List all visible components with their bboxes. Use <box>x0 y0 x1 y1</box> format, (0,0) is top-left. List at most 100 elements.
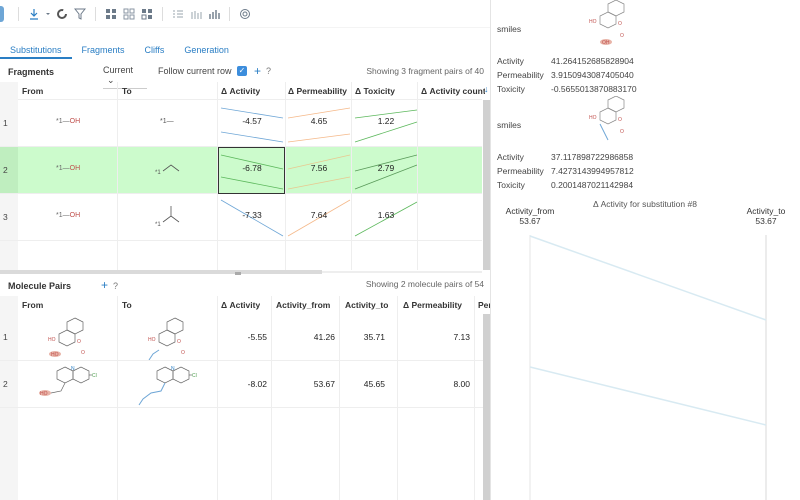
bar-chart-alt-icon[interactable] <box>207 7 221 21</box>
tab-fragments[interactable]: Fragments <box>81 45 125 55</box>
list-icon[interactable] <box>171 7 185 21</box>
molecule-pairs-vertical-scrollbar[interactable] <box>483 314 490 500</box>
toolbar-separator <box>162 6 163 21</box>
fragments-vertical-scrollbar[interactable] <box>483 100 490 270</box>
add-icon[interactable]: + <box>101 278 109 292</box>
fragment-row-selected[interactable]: 2 *1—OH *1 -6.78 7.56 2.79 <box>0 147 482 194</box>
molecule-pair-row[interactable]: 2 N Cl HO N Cl -8.02 53.67 45.65 <box>0 361 490 408</box>
download-icon[interactable] <box>27 7 41 21</box>
col-header-from[interactable]: From <box>22 300 44 310</box>
fragments-horizontal-scrollbar[interactable] <box>0 270 322 274</box>
col-divider <box>417 82 418 270</box>
molecule-pairs-grid-header: From To Δ Activity Activity_from Activit… <box>0 296 490 314</box>
svg-text:*1: *1 <box>155 170 161 176</box>
svg-text:Cl: Cl <box>192 373 197 379</box>
follow-current-row-checkbox[interactable]: ✓ <box>237 66 247 76</box>
svg-text:HO: HO <box>589 19 597 25</box>
activity-from-value: 41.26 <box>313 332 335 342</box>
molecule-from-structure: HO O O HO <box>48 317 85 358</box>
fragment-row[interactable]: 1 *1—OH *1— -4.57 4.65 1.22 <box>0 100 482 147</box>
fragment-row[interactable]: 3 *1—OH *1 -7.33 7.64 1.63 <box>0 194 482 241</box>
bar-chart-icon[interactable] <box>189 7 203 21</box>
tab-generation[interactable]: Generation <box>184 45 229 55</box>
d-toxicity-value: 1.22 <box>377 116 395 126</box>
d-activity-value: -7.33 <box>242 210 262 220</box>
col-header-permeability-truncated[interactable]: Per <box>478 300 490 310</box>
pair-line <box>529 235 767 321</box>
col-header-d-activity[interactable]: Δ Activity <box>221 300 261 310</box>
row-number: 2 <box>0 147 18 193</box>
col-header-d-permeability[interactable]: Δ Permeability <box>403 300 463 310</box>
col-header-d-activity[interactable]: Δ Activity <box>221 86 261 96</box>
col-divider <box>117 82 118 270</box>
activity-from-value: 53.67 <box>313 379 335 389</box>
fragments-grid: From To Δ Activity Δ Permeability Δ Toxi… <box>0 82 490 270</box>
toxicity-value: -0.5655013870883170 <box>551 84 637 94</box>
molecule-from-structure: N Cl HO <box>39 366 97 397</box>
row-number: 2 <box>0 361 18 407</box>
parallel-coordinates-chart[interactable] <box>491 230 800 500</box>
col-header-d-activity-count[interactable]: Δ Activity count <box>421 86 485 96</box>
toolbar-separator <box>18 6 19 21</box>
grid-alt-icon[interactable] <box>140 7 154 21</box>
current-select[interactable]: Current ⌄ <box>103 65 147 89</box>
col-divider <box>285 82 286 270</box>
svg-text:N: N <box>171 366 175 372</box>
col-header-activity-from[interactable]: Activity_from <box>276 300 331 310</box>
col-divider <box>217 296 218 500</box>
col-header-to[interactable]: To <box>122 300 132 310</box>
tab-substitutions[interactable]: Substitutions <box>0 42 72 59</box>
fragments-grid-header: From To Δ Activity Δ Permeability Δ Toxi… <box>0 82 489 100</box>
molecule-pair-row[interactable]: 1 HO O O HO HO O O -5.55 41.26 35.71 7 <box>0 314 490 361</box>
help-icon[interactable]: ? <box>113 281 119 291</box>
toxicity-value: 0.2001487021142984 <box>551 180 634 190</box>
activity-label: Activity <box>497 152 524 162</box>
right-axis-name: Activity_to <box>746 206 786 216</box>
tab-cliffs[interactable]: Cliffs <box>144 45 165 55</box>
molecule-pairs-title: Molecule Pairs <box>8 281 72 291</box>
toxicity-sparkline <box>354 201 418 237</box>
settings-icon[interactable] <box>238 7 252 21</box>
smiles-label: smiles <box>497 24 522 34</box>
permeability-sparkline <box>287 154 351 190</box>
grid-view-icon[interactable] <box>104 7 118 21</box>
splitter-handle[interactable] <box>235 272 241 275</box>
svg-text:O: O <box>181 350 185 356</box>
d-permeability-value: 8.00 <box>453 379 470 389</box>
right-axis-label: Activity_to 53.67 <box>741 206 791 226</box>
current-select-value: Current <box>103 65 134 75</box>
help-icon[interactable]: ? <box>266 66 272 76</box>
svg-text:OH: OH <box>602 40 610 46</box>
svg-text:*1: *1 <box>155 222 161 228</box>
toolbar-accent <box>0 5 4 22</box>
d-permeability-value: 7.64 <box>310 210 328 220</box>
fragment-from-structure: *1—OH <box>56 165 81 172</box>
left-axis-label: Activity_from 53.67 <box>505 206 555 226</box>
col-divider <box>117 296 118 500</box>
grid-outline-icon[interactable] <box>122 7 136 21</box>
fragment-from-structure: *1—OH <box>56 212 81 219</box>
fragment-to-structure: *1 <box>155 206 180 228</box>
dropdown-caret-icon[interactable] <box>45 7 51 21</box>
fragment-from-structure: *1—OH <box>56 118 81 125</box>
toxicity-sparkline <box>354 154 418 190</box>
add-icon[interactable]: + <box>254 64 262 78</box>
refresh-icon[interactable] <box>55 7 69 21</box>
col-header-from[interactable]: From <box>22 86 44 96</box>
col-header-d-toxicity[interactable]: Δ Toxicity <box>355 86 395 96</box>
svg-text:Cl: Cl <box>92 373 97 379</box>
activity-to-value: 45.65 <box>363 379 385 389</box>
row-number: 1 <box>0 100 18 146</box>
col-divider <box>339 296 340 500</box>
activity-sparkline <box>220 199 284 237</box>
col-header-to[interactable]: To <box>122 86 132 96</box>
current-cell[interactable] <box>218 147 285 194</box>
permeability-label: Permeability <box>497 166 544 176</box>
d-activity-value: -5.55 <box>247 332 267 342</box>
col-header-activity-to[interactable]: Activity_to <box>345 300 389 310</box>
filter-icon[interactable] <box>73 7 87 21</box>
col-header-d-permeability[interactable]: Δ Permeability <box>288 86 348 96</box>
sort-arrow-icon[interactable]: ↓ <box>484 84 489 94</box>
toxicity-label: Toxicity <box>497 84 525 94</box>
smiles-label: smiles <box>497 120 522 130</box>
